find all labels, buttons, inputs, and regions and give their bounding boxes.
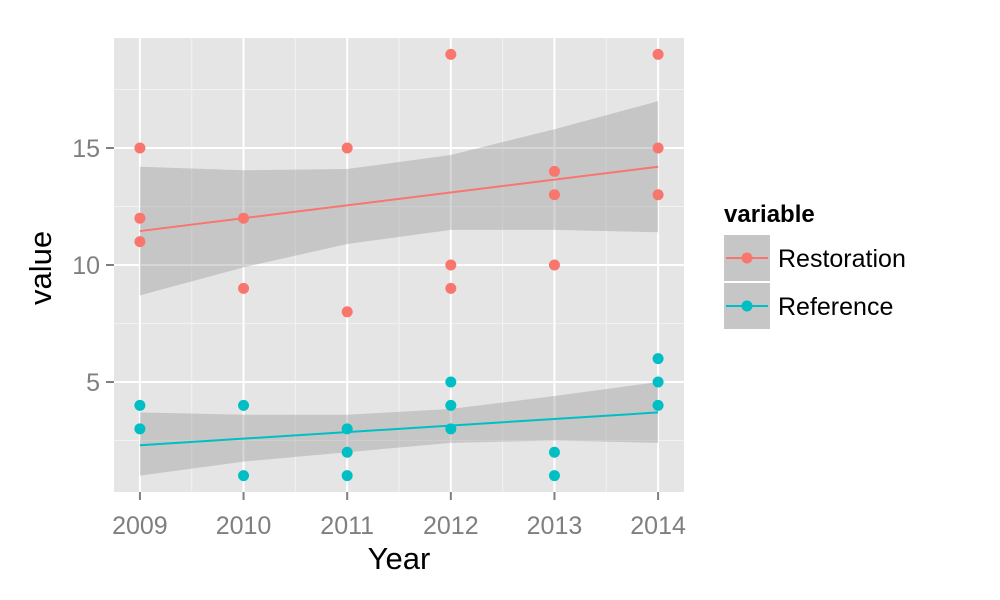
- data-point-reference: [238, 399, 250, 411]
- data-point-restoration: [548, 259, 560, 271]
- x-tick-label: 2011: [320, 512, 374, 540]
- data-point-restoration: [445, 282, 457, 294]
- data-point-restoration: [238, 282, 250, 294]
- trend-lines: [139, 165, 659, 447]
- data-point-reference: [238, 470, 250, 482]
- data-point-restoration: [134, 142, 146, 154]
- legend-label: Restoration: [778, 245, 906, 273]
- legend-title: variable: [724, 201, 815, 228]
- x-tick-labels: 2009 2010 2011 2012 2013 2014: [112, 512, 686, 540]
- data-points: [134, 48, 664, 482]
- y-axis-title: value: [23, 231, 58, 305]
- legend-item-reference: Reference: [724, 283, 893, 329]
- x-axis-title: Year: [368, 541, 431, 576]
- legend-key-point: [741, 252, 753, 264]
- x-tick-label: 2010: [216, 512, 272, 540]
- data-point-reference: [445, 376, 457, 388]
- data-point-reference: [652, 376, 664, 388]
- x-tick-label: 2014: [630, 512, 686, 540]
- x-tick-label: 2013: [527, 512, 583, 540]
- data-point-reference: [548, 470, 560, 482]
- legend-item-restoration: Restoration: [724, 235, 906, 281]
- data-point-reference: [134, 423, 146, 435]
- data-point-restoration: [652, 142, 664, 154]
- data-point-reference: [652, 399, 664, 411]
- data-point-reference: [134, 399, 146, 411]
- legend: variable Restoration Reference: [724, 201, 906, 329]
- data-point-reference: [652, 353, 664, 365]
- data-point-reference: [341, 470, 353, 482]
- data-point-restoration: [652, 48, 664, 60]
- data-point-restoration: [341, 142, 353, 154]
- legend-key-point: [741, 300, 753, 312]
- y-tick-label: 5: [86, 369, 100, 397]
- data-point-reference: [445, 423, 457, 435]
- data-point-restoration: [134, 212, 146, 224]
- data-point-restoration: [341, 306, 353, 318]
- data-point-reference: [341, 423, 353, 435]
- data-point-restoration: [548, 189, 560, 201]
- x-tick-label: 2012: [423, 512, 479, 540]
- trend-line-restoration: [139, 165, 659, 233]
- data-point-restoration: [548, 165, 560, 177]
- data-point-restoration: [652, 189, 664, 201]
- trend-line-reference: [139, 411, 659, 447]
- data-point-reference: [341, 446, 353, 458]
- y-tick-label: 15: [72, 135, 100, 163]
- axis-ticks: [106, 146, 660, 500]
- legend-label: Reference: [778, 293, 893, 321]
- x-tick-label: 2009: [112, 512, 168, 540]
- data-point-restoration: [238, 212, 250, 224]
- data-point-restoration: [134, 236, 146, 248]
- y-tick-labels: 5 10 15: [72, 135, 100, 397]
- data-point-reference: [548, 446, 560, 458]
- y-tick-label: 10: [72, 252, 100, 280]
- data-point-reference: [445, 399, 457, 411]
- data-point-restoration: [445, 48, 457, 60]
- data-point-restoration: [445, 259, 457, 271]
